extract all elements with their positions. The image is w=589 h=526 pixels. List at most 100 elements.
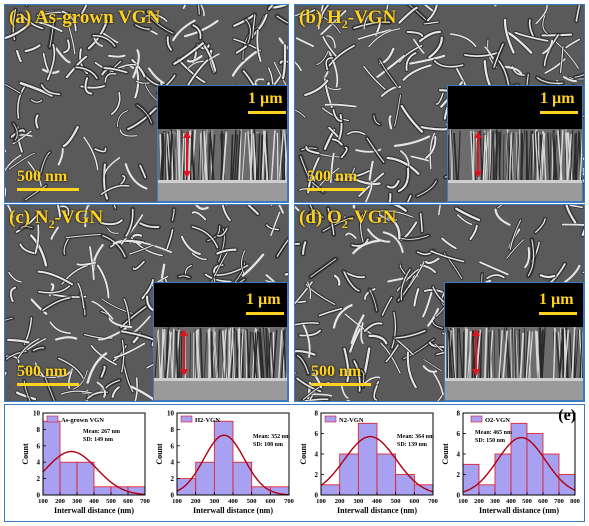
x-tick-label: 100 [172, 498, 182, 505]
histogram-h2: 100 200 300 400 500 600 700 0 2 4 6 8 10 Interwall di… [155, 410, 294, 516]
inset-scale-bar [246, 312, 284, 315]
histogram-as-grown: 100 200 300 400 500 600 700 0 2 4 6 8 10 Interwall di… [21, 410, 150, 516]
y-tick-label: 8 [315, 410, 319, 418]
x-tick-label: 400 [89, 498, 99, 505]
sd-annotation: SD: 108 nm [253, 442, 283, 448]
x-tick-label: 600 [123, 498, 133, 505]
histogram-bar [320, 484, 341, 496]
sd-annotation: SD: 149 nm [83, 437, 113, 443]
x-tick-label: 500 [106, 498, 116, 505]
histogram-strip: 100 200 300 400 500 600 700 0 2 4 6 8 10 Interwall di… [4, 404, 585, 522]
gaussian-fit-line [320, 435, 434, 493]
panel-label: (c) N2-VGN [9, 207, 104, 231]
x-tick-label: 400 [228, 498, 238, 505]
inset-scale-label: 1 µm [540, 90, 575, 107]
panel-label-e: (e) [558, 407, 576, 424]
x-tick-label: 300 [72, 498, 82, 505]
y-tick-label: 2 [37, 475, 41, 483]
histogram-bar [251, 486, 271, 496]
x-tick-label: 800 [570, 498, 580, 505]
panel-label: (b) H2-VGN [299, 7, 397, 31]
gaussian-fit-line [462, 436, 576, 493]
histogram-bar [93, 486, 112, 496]
y-tick-label: 0 [37, 492, 41, 500]
legend-swatch [46, 415, 59, 423]
x-tick-label: 100 [458, 498, 468, 505]
y-tick-label: 8 [37, 426, 41, 434]
histogram-bar [176, 478, 197, 496]
x-axis-label: Interwall distance (nm) [193, 506, 273, 515]
x-tick-label: 500 [247, 498, 257, 505]
y-tick-label: 0 [457, 492, 461, 500]
histogram-bar [526, 433, 544, 496]
cross-section-inset: 1 µm [447, 85, 583, 202]
mean-annotation: Mean: 364 nm [397, 434, 434, 440]
scale-bar-label: 500 nm [307, 168, 358, 185]
y-axis-label: Count [299, 443, 308, 465]
x-tick-label: 600 [265, 498, 275, 505]
gaussian-fit-line [42, 450, 146, 496]
scale-bar [17, 383, 79, 386]
y-axis-label: Count [441, 443, 450, 465]
x-axis-label: Interwall distance (nm) [54, 506, 134, 515]
panel-label: (a) As-grown VGN [9, 7, 161, 28]
histogram-bar [376, 453, 397, 496]
x-axis-label: Interwall distance (nm) [337, 506, 417, 515]
scale-bar-label: 500 nm [17, 363, 68, 380]
y-axis-label: Count [21, 443, 30, 465]
legend-label: N2-VGN [339, 417, 364, 424]
y-tick-label: 2 [457, 471, 461, 479]
mean-annotation: Mean: 465 nm [475, 430, 512, 436]
y-tick-label: 4 [37, 459, 41, 467]
histogram-bar [478, 484, 496, 496]
y-tick-label: 8 [171, 426, 175, 434]
legend-swatch [180, 415, 193, 423]
inset-scale-label: 1 µm [539, 291, 574, 308]
legend-label: As-grown VGN [61, 417, 104, 424]
mean-annotation: Mean: 352 nm [253, 434, 290, 440]
scale-bar-label: 500 nm [17, 168, 68, 185]
sd-annotation: SD: 150 nm [475, 438, 505, 444]
y-axis-label: Count [155, 443, 164, 465]
x-tick-label: 700 [554, 498, 564, 505]
mean-annotation: Mean: 267 nm [83, 429, 120, 435]
y-tick-label: 6 [457, 430, 461, 438]
x-tick-label: 200 [191, 498, 201, 505]
x-tick-label: 700 [284, 498, 294, 505]
x-tick-label: 300 [209, 498, 219, 505]
inset-scale-label: 1 µm [246, 291, 281, 308]
cross-section-inset: 1 µm [153, 282, 288, 401]
cross-section-image [158, 86, 287, 201]
histogram-bar [339, 453, 359, 496]
x-tick-label: 200 [335, 498, 345, 505]
legend-label: O2-VGN [485, 417, 510, 424]
inset-scale-bar [539, 312, 577, 315]
scale-bar [17, 188, 79, 191]
x-tick-label: 200 [474, 498, 484, 505]
sd-annotation: SD: 139 nm [397, 442, 427, 448]
y-tick-label: 2 [315, 471, 319, 479]
histogram-bar [213, 420, 234, 496]
histogram-bar [76, 461, 95, 496]
gaussian-fit-line [176, 434, 290, 496]
y-tick-label: 4 [457, 451, 461, 459]
cross-section-image [154, 283, 287, 400]
y-tick-label: 0 [315, 492, 319, 500]
histogram-bar [59, 461, 78, 496]
cross-section-image [448, 86, 582, 201]
y-tick-label: 10 [167, 410, 175, 418]
y-tick-label: 2 [171, 475, 175, 483]
panel-label: (d) O2-VGN [299, 207, 397, 231]
x-tick-label: 600 [409, 498, 419, 505]
cross-section-inset: 1 µm [157, 85, 288, 202]
x-axis-label: Interwall distance (nm) [479, 506, 559, 515]
legend-swatch [470, 415, 483, 423]
x-tick-label: 300 [490, 498, 500, 505]
x-tick-label: 700 [428, 498, 438, 505]
y-tick-label: 6 [171, 442, 175, 450]
scale-bar [307, 188, 365, 191]
y-tick-label: 10 [33, 410, 41, 418]
inset-scale-label: 1 µm [248, 90, 283, 107]
y-tick-label: 8 [457, 410, 461, 418]
y-tick-label: 4 [315, 451, 319, 459]
